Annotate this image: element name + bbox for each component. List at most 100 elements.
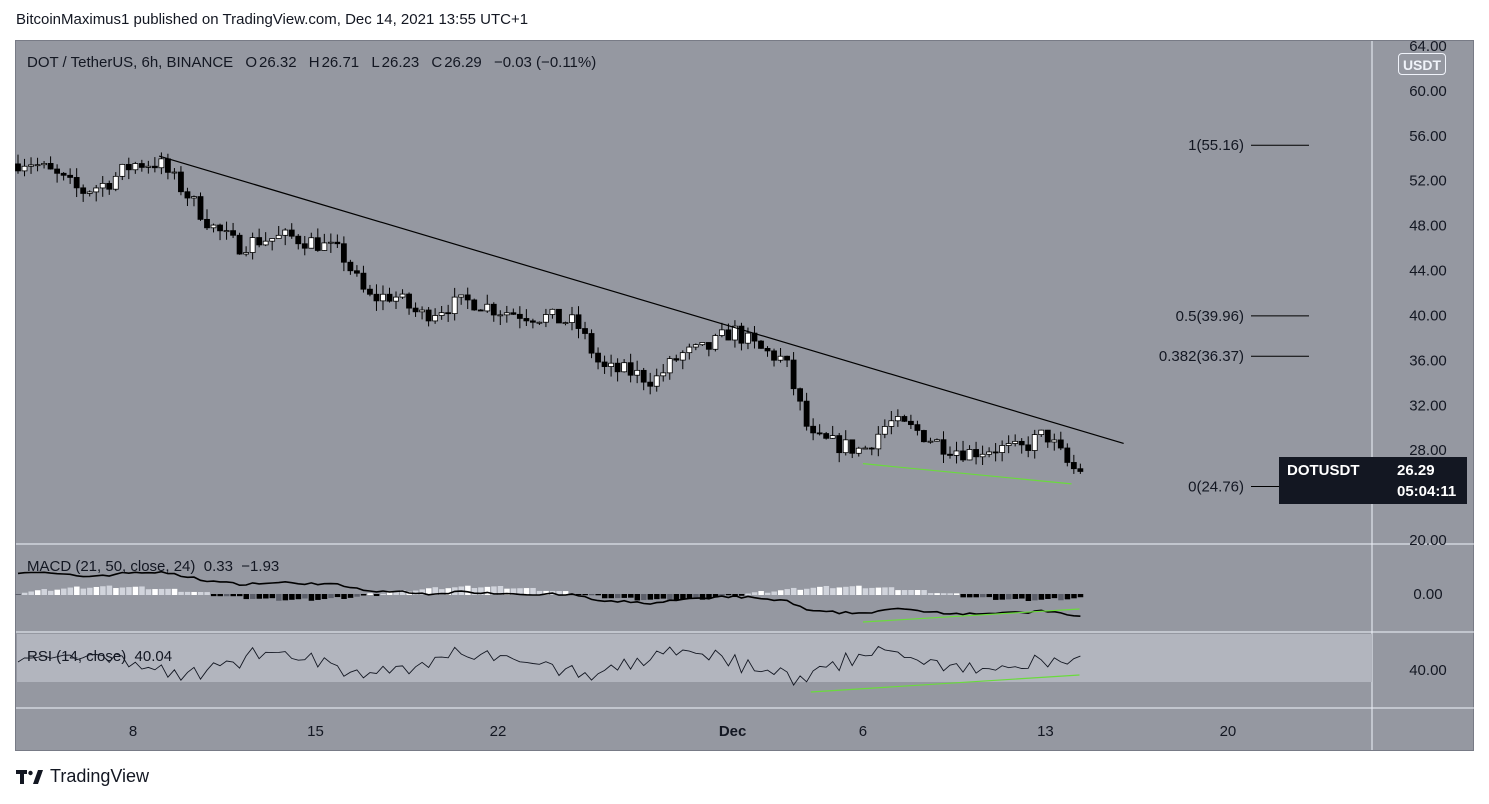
macd-histogram-bar (380, 593, 386, 595)
candle-body (314, 237, 321, 251)
macd-histogram-bar (1058, 594, 1064, 601)
candle-body (810, 425, 817, 434)
x-tick-label: 15 (307, 723, 324, 740)
macd-histogram-bar (223, 594, 230, 597)
candle-body (354, 270, 360, 274)
macd-histogram-bar (575, 594, 582, 596)
candle-body (901, 416, 908, 422)
candle-body (327, 241, 334, 244)
macd-axis-tick: 0.00 (1413, 586, 1442, 603)
macd-histogram-bar (914, 590, 921, 595)
candle-body (412, 307, 419, 313)
candle-body (438, 312, 445, 316)
tradingview-logo-icon (16, 767, 44, 787)
candle-body (425, 309, 432, 322)
x-tick-label: Dec (719, 723, 747, 740)
macd-histogram-bar (315, 594, 321, 600)
macd-histogram-bar (269, 594, 276, 599)
candle-body (132, 163, 139, 171)
macd-histogram-bar (1077, 594, 1084, 598)
candle-body (673, 358, 680, 361)
candle-body (1044, 429, 1051, 443)
candle-body (510, 312, 517, 315)
candle-body (816, 432, 823, 435)
candle-body (151, 165, 158, 169)
candle-body (1057, 439, 1064, 449)
macd-histogram-bar (856, 585, 862, 595)
y-tick-label: 48.00 (1409, 218, 1447, 235)
macd-histogram-bar (276, 594, 282, 601)
macd-histogram-bar (830, 588, 836, 595)
candle-body (112, 175, 119, 190)
candle-body (282, 229, 289, 236)
macd-histogram-bar (947, 593, 953, 595)
macd-histogram-bar (817, 586, 823, 595)
candle-body (823, 433, 830, 439)
macd-histogram-bar (426, 588, 432, 595)
macd-histogram-bar (510, 588, 517, 595)
candle-body (15, 163, 21, 172)
macd-histogram-bar (184, 591, 191, 595)
candle-body (321, 242, 328, 251)
candle-body (54, 168, 61, 174)
macd-histogram-bar (145, 589, 152, 595)
candle-body (1012, 440, 1019, 444)
candle-body (204, 218, 210, 229)
candle-body (236, 234, 243, 255)
macd-histogram-bar (725, 594, 732, 596)
candle-body (836, 435, 843, 454)
footer[interactable]: TradingView (16, 766, 149, 787)
candle-body (373, 293, 380, 302)
macd-histogram-bar (28, 591, 34, 595)
x-tick-label: 6 (859, 723, 867, 740)
candle-body (47, 163, 54, 170)
fib-level-label: 0.382(36.37) (1159, 348, 1244, 365)
y-tick-label: 44.00 (1409, 263, 1447, 280)
candle-body (1025, 444, 1032, 451)
candle-body (934, 439, 940, 442)
candle-body (829, 435, 836, 439)
candle-body (158, 158, 165, 169)
macd-histogram-bar (93, 586, 100, 595)
candle-body (256, 237, 263, 246)
currency-badge[interactable]: USDT (1398, 53, 1446, 75)
macd-histogram-bar (751, 592, 758, 595)
macd-histogram-bar (100, 586, 106, 595)
macd-histogram-bar (634, 594, 641, 601)
candle-body (692, 344, 699, 348)
candle-body (953, 450, 960, 456)
macd-histogram-bar (966, 594, 973, 598)
candle-body (269, 238, 276, 242)
macd-label: MACD (21, 50, close, 24) (27, 558, 196, 575)
candle-body (60, 172, 67, 176)
macd-histogram-bar (484, 586, 491, 595)
candle-body (549, 308, 556, 315)
candle-body (1070, 462, 1077, 470)
candle-body (777, 355, 784, 361)
candle-body (712, 335, 719, 350)
macd-histogram-bar (777, 590, 784, 595)
close-label: C (431, 54, 443, 71)
price-tag-symbol: DOTUSDT (1287, 462, 1360, 479)
y-tick-label: 36.00 (1409, 352, 1447, 369)
candle-body (608, 362, 614, 367)
macd-histogram-bar (373, 594, 380, 597)
candle-body (497, 314, 504, 317)
price-tag-countdown: 05:04:11 (1397, 483, 1457, 500)
candle-body (725, 329, 732, 341)
candle-body (634, 369, 641, 376)
macd-histogram-bar (67, 587, 74, 595)
candle-body (529, 320, 536, 323)
candle-body (842, 439, 849, 454)
candle-body (556, 308, 562, 324)
fib-level-label: 0(24.76) (1188, 479, 1244, 496)
macd-histogram-bar (80, 588, 87, 595)
candle-body (490, 303, 497, 316)
candle-body (28, 164, 34, 167)
macd-histogram-bar (1045, 594, 1051, 599)
candle-body (119, 163, 126, 177)
candle-body (445, 312, 452, 315)
macd-histogram-bar (210, 594, 217, 597)
macd-histogram-bar (771, 591, 777, 595)
